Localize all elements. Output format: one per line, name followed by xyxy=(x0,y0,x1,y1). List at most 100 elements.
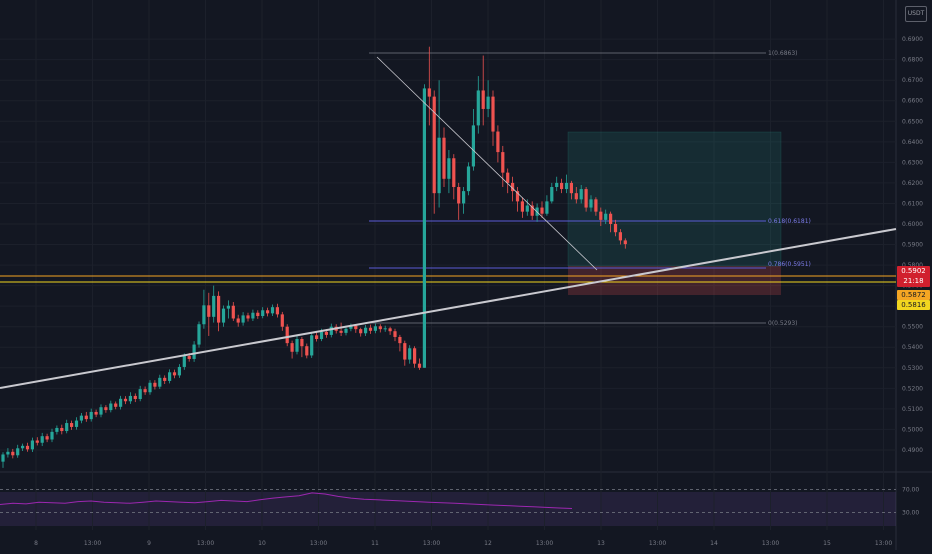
ascending-trendline[interactable] xyxy=(0,228,897,389)
candle-body xyxy=(511,182,515,192)
candle-body xyxy=(21,445,25,449)
price-tick-label: 0.6600 xyxy=(902,98,923,105)
candle-body xyxy=(280,314,284,327)
candle-body xyxy=(550,187,554,202)
candle-body xyxy=(457,187,461,204)
candle-body xyxy=(569,182,573,194)
candle-body xyxy=(275,307,279,315)
candle-body xyxy=(133,395,137,400)
candle-body xyxy=(114,403,118,407)
time-tick-label: 11 xyxy=(371,540,379,547)
time-tick-label: 13:00 xyxy=(84,540,101,547)
time-tick-label: 13:00 xyxy=(197,540,214,547)
time-tick-label: 13 xyxy=(597,540,605,547)
price-tick-label: 0.5200 xyxy=(902,385,923,392)
fibonacci-retracement[interactable]: 1(0.6863) 0.618(0.6181) 0.786(0.5951) 0(… xyxy=(369,50,811,327)
candle-body xyxy=(285,326,289,344)
stop-loss-zone[interactable] xyxy=(568,266,781,295)
candle-body xyxy=(45,436,49,440)
candle-body xyxy=(501,152,505,173)
candle-body xyxy=(163,377,167,381)
candle-body xyxy=(466,166,471,192)
candle-body xyxy=(290,343,294,352)
candle-body xyxy=(574,193,578,200)
candle-body xyxy=(94,411,98,415)
candle-body xyxy=(388,328,392,332)
candle-body xyxy=(623,240,627,245)
candle-body xyxy=(84,415,88,420)
time-tick-label: 13:00 xyxy=(649,540,666,547)
candle-body xyxy=(119,398,123,407)
price-tick-label: 0.5300 xyxy=(902,365,923,372)
candle-body xyxy=(452,158,456,188)
candle-body xyxy=(295,339,299,352)
horizontal-levels[interactable] xyxy=(0,275,896,283)
candle-body xyxy=(30,440,34,450)
position-zones[interactable] xyxy=(567,131,782,295)
candle-body xyxy=(168,372,172,381)
take-profit-zone[interactable] xyxy=(567,131,782,267)
fib-label-0786: 0.786(0.5951) xyxy=(768,261,811,268)
time-tick-label: 12 xyxy=(484,540,492,547)
candle-body xyxy=(226,305,230,309)
candle-body xyxy=(604,213,608,220)
candle-body xyxy=(256,312,260,317)
candle-body xyxy=(398,336,402,344)
price-tick-label: 0.6200 xyxy=(902,180,923,187)
yellow-level-tag: 0.5816 xyxy=(897,300,930,310)
candle-body xyxy=(305,346,309,356)
candle-body xyxy=(270,307,275,314)
grid-layer xyxy=(0,0,896,530)
currency-badge[interactable]: USDT xyxy=(905,6,927,22)
candle-body xyxy=(16,448,20,456)
price-tick-label: 0.6000 xyxy=(902,221,923,228)
candle-body xyxy=(540,207,544,214)
price-tick-label: 0.5500 xyxy=(902,324,923,331)
candle-body xyxy=(403,343,407,360)
candle-body xyxy=(359,329,363,334)
candle-body xyxy=(354,325,358,330)
candle-body xyxy=(315,335,319,340)
candle-body xyxy=(177,366,181,376)
fib-label-1: 1(0.6863) xyxy=(768,50,798,57)
candle-body xyxy=(70,423,74,427)
candle-body xyxy=(153,382,157,387)
candle-body xyxy=(515,191,520,202)
rsi-lower-label: 30.00 xyxy=(902,510,919,517)
candle-body xyxy=(599,211,603,220)
time-tick-label: 9 xyxy=(147,540,151,547)
price-tick-label: 0.6500 xyxy=(902,118,923,125)
candle-body xyxy=(40,436,44,443)
candle-body xyxy=(393,331,397,337)
candle-body xyxy=(192,344,196,359)
trendlines[interactable] xyxy=(0,56,897,389)
candle-body xyxy=(221,308,226,323)
candle-body xyxy=(349,325,353,329)
time-tick-label: 8 xyxy=(34,540,38,547)
candle-body xyxy=(525,205,529,212)
candle-body xyxy=(236,318,240,323)
price-axis[interactable]: 0.6900 0.6800 0.6700 0.6600 0.6500 0.6400 0.63… xyxy=(902,36,923,454)
rsi-pane[interactable]: 70.00 30.00 xyxy=(0,486,919,517)
time-axis[interactable]: 8 13:00 9 13:00 10 13:00 11 13:00 12 13:00 13 13:00… xyxy=(34,540,892,547)
candle-body xyxy=(172,372,177,376)
candle-body xyxy=(231,305,235,319)
candle-body xyxy=(613,223,618,233)
last-price-value: 0.5902 xyxy=(901,267,926,275)
descending-trendline[interactable] xyxy=(376,56,598,271)
candle-body xyxy=(65,423,69,432)
candle-body xyxy=(79,415,83,421)
candle-body xyxy=(584,189,588,208)
candle-body xyxy=(432,96,436,194)
candle-body xyxy=(50,431,54,440)
candle-body xyxy=(251,312,255,319)
rsi-line xyxy=(0,492,573,509)
last-price-tag: 0.5902 21:18 xyxy=(897,266,930,287)
price-tick-label: 0.6800 xyxy=(902,57,923,64)
candle-body xyxy=(383,328,387,330)
time-tick-label: 13:00 xyxy=(536,540,553,547)
